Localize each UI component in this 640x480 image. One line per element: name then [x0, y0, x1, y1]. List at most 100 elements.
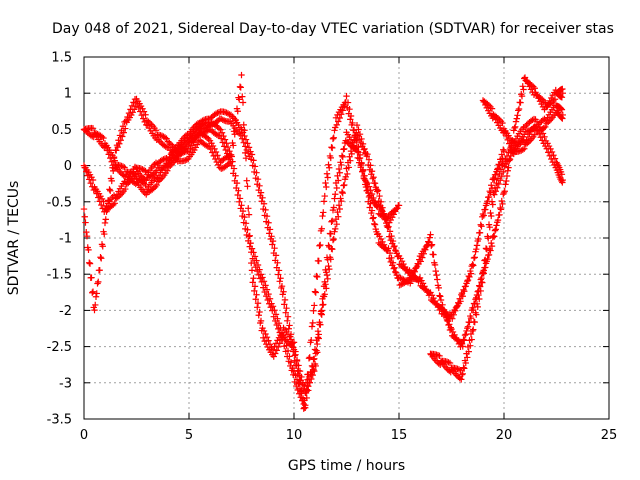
data-point [96, 266, 103, 274]
data-point [322, 281, 329, 288]
data-point [489, 234, 496, 241]
data-point [433, 271, 440, 279]
data-point [325, 242, 332, 249]
y-tick-label: -0.5 [47, 195, 72, 210]
data-point [119, 163, 127, 170]
data-point [388, 254, 395, 262]
data-point [500, 168, 507, 176]
data-point [228, 153, 235, 160]
data-point [89, 288, 97, 295]
data-point [155, 178, 162, 185]
data-point [314, 334, 322, 341]
data-point [450, 311, 457, 318]
data-point [449, 315, 456, 322]
data-point [356, 130, 364, 138]
data-point [539, 130, 547, 137]
data-point [488, 105, 496, 112]
data-point [336, 205, 343, 213]
data-point [380, 211, 387, 218]
data-point [558, 94, 566, 101]
data-point [131, 163, 139, 171]
data-point [368, 168, 376, 175]
data-point [278, 282, 286, 290]
data-point [316, 242, 323, 249]
data-point [332, 225, 339, 233]
data-point [149, 171, 156, 179]
data-point [493, 222, 500, 229]
data-point [97, 254, 104, 261]
data-point [142, 111, 149, 118]
data-point [317, 241, 324, 249]
data-point [413, 264, 420, 271]
data-point [391, 242, 398, 250]
data-point [348, 150, 355, 158]
data-point [521, 74, 529, 81]
x-tick-label: 15 [391, 428, 408, 443]
data-point [487, 247, 494, 254]
x-tick-label: 0 [80, 428, 88, 443]
data-point [511, 124, 518, 132]
data-point [291, 352, 298, 359]
data-point [287, 359, 295, 366]
data-point [335, 118, 342, 125]
data-point [428, 292, 436, 299]
data-point [333, 121, 340, 129]
data-point [335, 177, 342, 184]
data-point [495, 180, 502, 188]
data-point [241, 132, 248, 140]
data-point [204, 127, 211, 134]
data-point [319, 212, 326, 220]
data-point [218, 165, 225, 172]
data-point [110, 153, 118, 161]
data-point [476, 229, 484, 236]
data-point [312, 289, 319, 296]
data-point [192, 144, 199, 151]
data-point [323, 170, 331, 177]
data-point [320, 301, 327, 308]
x-tick-label: 10 [286, 428, 303, 443]
data-point [244, 226, 251, 233]
data-point [119, 133, 126, 140]
data-point [303, 394, 310, 402]
data-point [455, 366, 463, 373]
data-point [476, 282, 483, 289]
data-point [158, 156, 166, 164]
data-point [480, 212, 487, 219]
data-point [483, 245, 490, 253]
data-point [389, 214, 396, 221]
data-point [248, 245, 256, 252]
data-point [370, 214, 377, 221]
data-point [515, 107, 522, 114]
data-point [223, 153, 230, 161]
data-point [488, 212, 495, 220]
data-point [89, 176, 97, 184]
data-point [364, 150, 371, 158]
data-point [230, 165, 238, 172]
data-point [102, 216, 109, 223]
data-point [220, 132, 227, 140]
data-point [437, 296, 445, 304]
data-point [305, 355, 313, 362]
data-point [131, 106, 138, 113]
data-point [253, 169, 260, 176]
data-point [380, 210, 388, 217]
data-point [269, 241, 276, 248]
data-point [541, 133, 548, 141]
data-point [323, 271, 331, 279]
data-point [83, 232, 91, 240]
data-point [448, 325, 455, 333]
series-track-c [80, 71, 566, 412]
data-point [498, 197, 505, 205]
data-point [166, 139, 173, 147]
data-point [92, 130, 100, 137]
data-point [460, 336, 467, 343]
data-point [265, 337, 272, 344]
data-point [329, 144, 336, 152]
series-track-d [427, 115, 566, 383]
data-point [381, 215, 388, 223]
data-point [98, 133, 106, 140]
data-point [466, 273, 473, 281]
data-point [557, 105, 565, 112]
data-point [122, 185, 129, 193]
data-point [105, 197, 112, 204]
